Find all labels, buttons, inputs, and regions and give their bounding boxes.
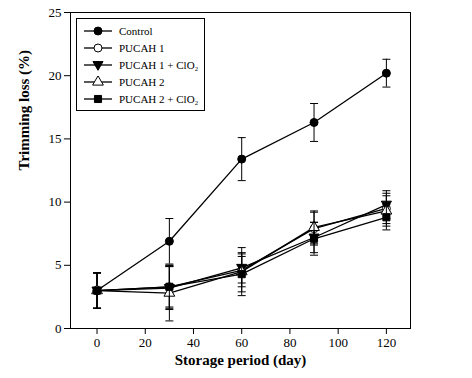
svg-text:60: 60 bbox=[235, 335, 248, 350]
svg-text:Storage period (day): Storage period (day) bbox=[175, 352, 307, 369]
svg-text:80: 80 bbox=[283, 335, 296, 350]
html-text:Control: Control bbox=[119, 24, 153, 37]
html-text:PUCAH 2 + ClO₂: PUCAH 2 + ClO₂ bbox=[119, 92, 199, 105]
html-text:PUCAH 2: PUCAH 2 bbox=[119, 75, 165, 88]
svg-text:120: 120 bbox=[377, 335, 397, 350]
svg-text:20: 20 bbox=[139, 335, 152, 350]
svg-text:15: 15 bbox=[49, 131, 62, 146]
html-text:PUCAH 1 + ClO₂: PUCAH 1 + ClO₂ bbox=[119, 58, 199, 71]
svg-text:20: 20 bbox=[49, 68, 62, 83]
svg-text:0: 0 bbox=[94, 335, 101, 350]
svg-text:25: 25 bbox=[49, 5, 62, 20]
html-text:PUCAH 1: PUCAH 1 bbox=[119, 41, 165, 54]
svg-text:0: 0 bbox=[55, 321, 62, 336]
svg-text:Trimming loss (%): Trimming loss (%) bbox=[16, 50, 33, 171]
svg-text:5: 5 bbox=[55, 257, 62, 272]
svg-text:40: 40 bbox=[187, 335, 200, 350]
svg-text:10: 10 bbox=[49, 194, 62, 209]
svg-text:100: 100 bbox=[328, 335, 348, 350]
